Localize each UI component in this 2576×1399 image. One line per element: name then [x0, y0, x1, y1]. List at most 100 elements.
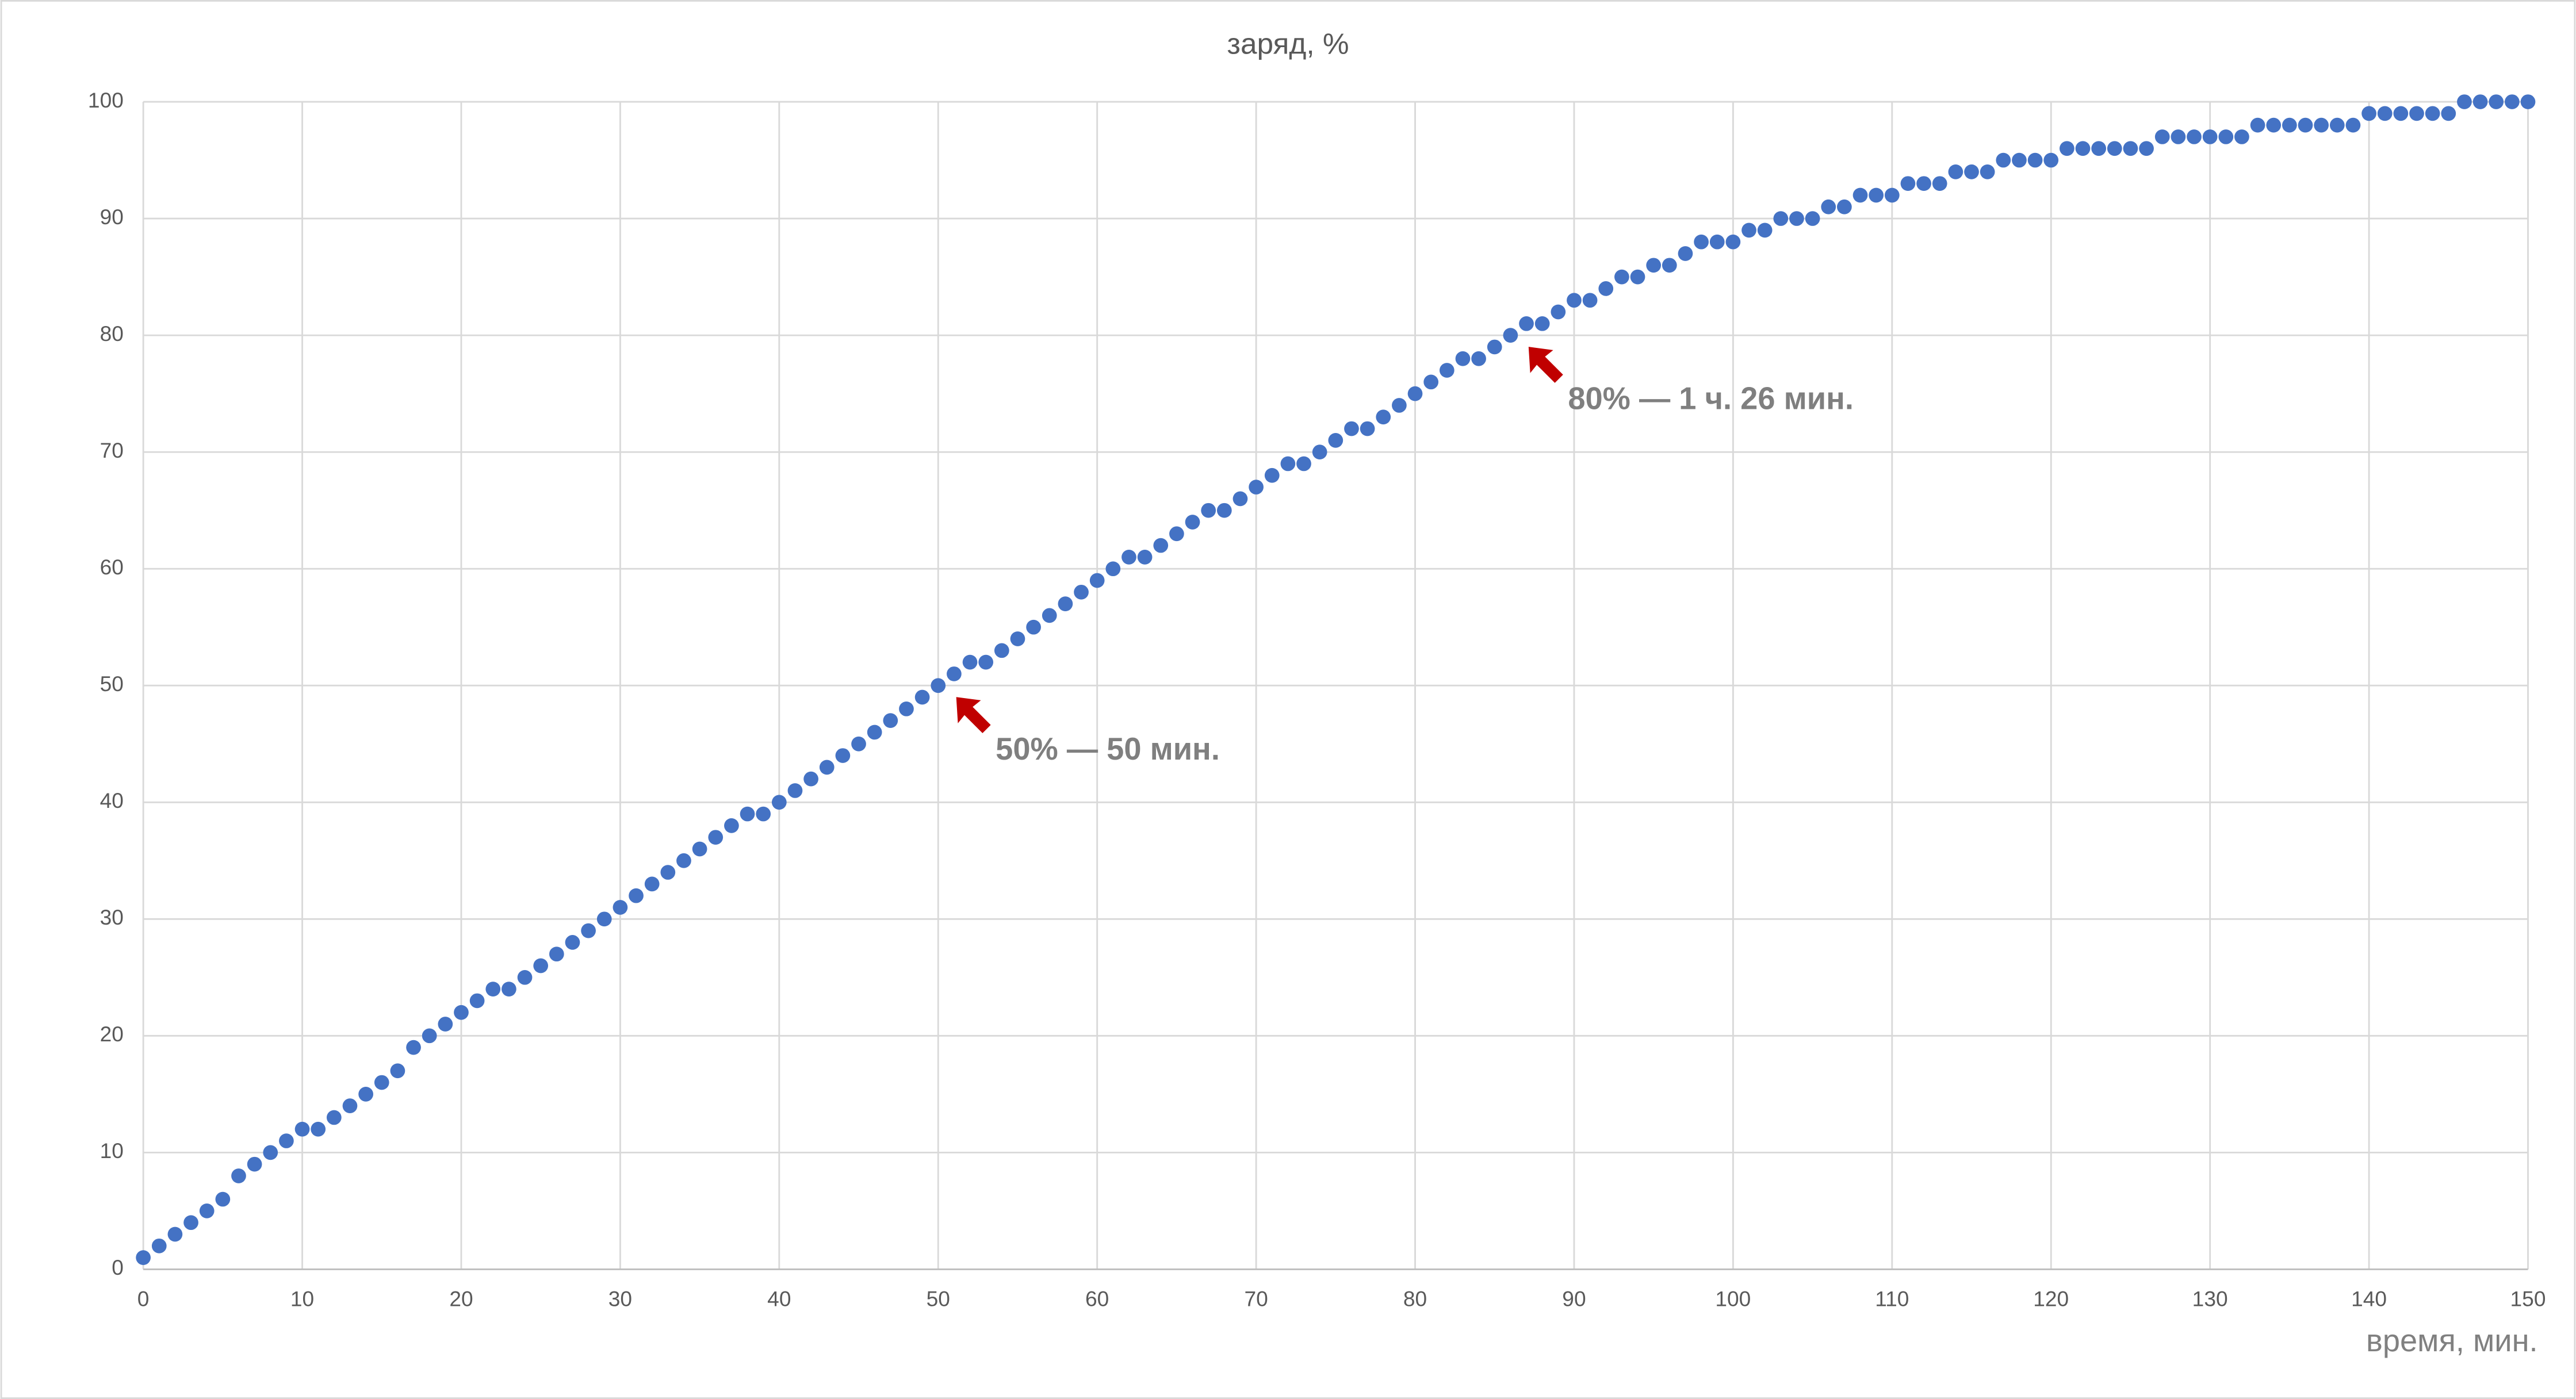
point	[1630, 269, 1645, 285]
point	[771, 795, 787, 810]
point	[1964, 164, 1979, 179]
point	[613, 900, 628, 915]
point	[2234, 129, 2249, 144]
x-tick-label: 130	[2192, 1286, 2228, 1310]
point	[1884, 187, 1900, 203]
point	[692, 841, 707, 857]
point	[2060, 141, 2074, 156]
point	[1312, 444, 1327, 460]
y-tick-label: 0	[112, 1255, 124, 1279]
point	[1757, 223, 1773, 238]
point	[2345, 117, 2361, 133]
point	[279, 1133, 294, 1148]
point	[1741, 223, 1756, 238]
point	[994, 643, 1009, 658]
x-tick-label: 120	[2033, 1286, 2069, 1310]
point	[502, 982, 516, 996]
point	[803, 771, 818, 787]
x-tick-label: 60	[1085, 1286, 1109, 1310]
point	[247, 1156, 262, 1172]
point	[311, 1121, 326, 1137]
point	[1852, 187, 1868, 203]
point	[1709, 234, 1725, 250]
point	[1074, 584, 1089, 600]
point	[342, 1098, 358, 1114]
point	[326, 1110, 342, 1125]
annotation-arrow	[1528, 347, 1563, 383]
point	[1980, 164, 1995, 179]
point	[2377, 106, 2393, 121]
point	[1407, 386, 1423, 401]
point	[1010, 631, 1025, 646]
point	[2187, 129, 2202, 144]
point	[1280, 456, 1296, 472]
point	[2075, 141, 2091, 156]
point	[438, 1017, 453, 1032]
point	[485, 982, 501, 996]
point	[1264, 467, 1280, 483]
point	[740, 806, 755, 822]
point	[978, 654, 994, 670]
point	[1216, 503, 1232, 518]
point	[2107, 141, 2122, 156]
point	[2298, 117, 2313, 133]
x-tick-label: 20	[449, 1286, 473, 1310]
point	[2393, 106, 2409, 121]
y-tick-label: 20	[100, 1022, 124, 1046]
point	[1503, 328, 1518, 343]
point	[1789, 211, 1804, 226]
point	[708, 830, 724, 845]
point	[2441, 106, 2456, 121]
point	[1932, 176, 1947, 191]
point	[1519, 316, 1534, 331]
point	[1153, 538, 1169, 553]
point	[549, 946, 564, 962]
annotation-arrow	[956, 697, 991, 734]
point	[1328, 433, 1343, 448]
point	[422, 1028, 437, 1044]
y-tick-label: 50	[100, 672, 124, 696]
point	[231, 1168, 246, 1183]
x-tick-label: 90	[1562, 1286, 1586, 1310]
annotation: 80% — 1 ч. 26 мин.	[1568, 382, 1854, 416]
annotation: 50% — 50 мин.	[996, 732, 1220, 766]
point	[533, 958, 549, 973]
point	[787, 783, 803, 798]
point	[2027, 152, 2043, 168]
point	[1376, 409, 1391, 425]
point	[1423, 374, 1439, 390]
point	[947, 666, 962, 681]
point	[2123, 141, 2138, 156]
chart-title: заряд, %	[1227, 27, 1349, 60]
x-tick-label: 150	[2510, 1286, 2546, 1310]
point	[2266, 117, 2282, 133]
point	[596, 911, 612, 927]
point	[2154, 129, 2170, 144]
point	[1185, 515, 1200, 530]
point	[1201, 503, 1216, 518]
x-axis-label: время, мин.	[2366, 1324, 2538, 1358]
point	[1614, 269, 1629, 285]
point	[215, 1191, 231, 1207]
point	[2520, 94, 2536, 109]
point	[1567, 293, 1582, 308]
x-tick-label: 110	[1875, 1286, 1909, 1310]
point	[469, 993, 485, 1009]
point	[1773, 211, 1789, 226]
point	[931, 678, 946, 693]
point	[2043, 152, 2059, 168]
point	[2329, 117, 2345, 133]
x-tick-label: 0	[137, 1286, 150, 1310]
y-tick-label: 60	[100, 555, 124, 579]
point	[756, 806, 771, 822]
point	[2202, 129, 2218, 144]
x-tick-label: 10	[290, 1286, 314, 1310]
point	[1392, 398, 1407, 413]
point	[581, 923, 596, 938]
point	[1662, 258, 1677, 273]
point	[1551, 304, 1566, 320]
point	[2139, 141, 2154, 156]
point	[1296, 456, 1311, 472]
x-tick-label: 30	[608, 1286, 632, 1310]
